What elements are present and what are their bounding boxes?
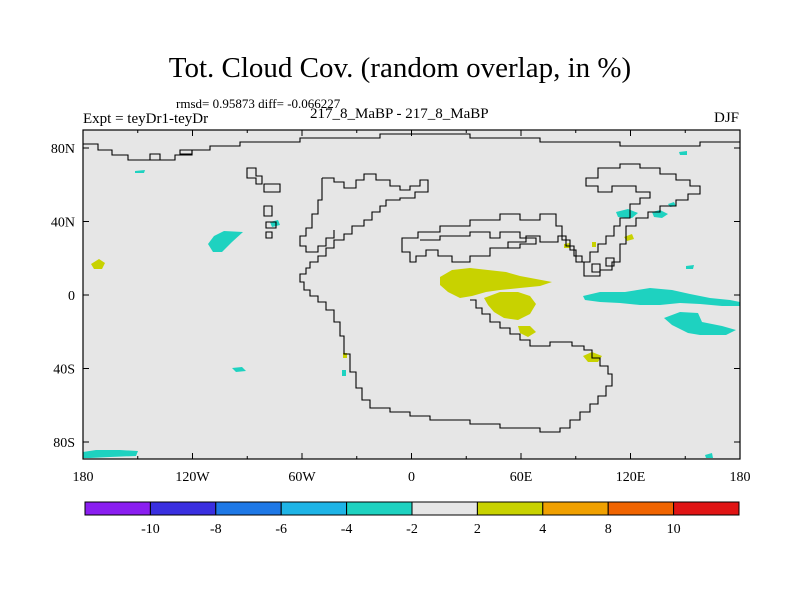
- rmsd-stats: rmsd= 0.95873 diff= -0.066227: [176, 96, 341, 111]
- anomaly-patch: [208, 231, 243, 252]
- period-label: 217_8_MaBP - 217_8_MaBP: [310, 106, 489, 122]
- anomaly-patch: [484, 292, 536, 320]
- coastline-islands-east: [591, 257, 615, 273]
- colorbar-label: -8: [210, 522, 222, 537]
- colorbar-swatch: [607, 501, 675, 516]
- anomaly-patch: [83, 450, 138, 458]
- colorbar: -10 -8 -6 -4 -2 2 4 8 10: [84, 501, 740, 537]
- coastlines: [83, 133, 740, 433]
- lat-tick-label: 0: [68, 289, 75, 304]
- experiment-label: Expt = teyDr1-teyDr: [83, 111, 209, 127]
- colorbar-swatch: [346, 501, 413, 516]
- colorbar-label: 4: [539, 522, 546, 537]
- anomaly-patch: [705, 453, 713, 458]
- colorbar-swatch: [84, 501, 151, 516]
- lat-tick-label: 40N: [51, 216, 75, 231]
- colorbar-label: 2: [474, 522, 481, 537]
- coastline-atlantic-islands: [246, 167, 281, 239]
- lon-tick-label: 120W: [175, 470, 210, 485]
- longitude-axis: 180 120W 60W 0 60E 120E 180: [73, 130, 751, 485]
- coastline-greenland: [299, 178, 335, 253]
- lat-tick-label: 40S: [53, 363, 75, 378]
- lon-tick-label: 120E: [616, 470, 646, 485]
- coastline-americas: [299, 173, 613, 433]
- colorbar-swatch: [673, 501, 740, 516]
- coastline-north-pacific: [149, 149, 193, 161]
- anomaly-patch: [664, 312, 736, 335]
- colorbar-label: 8: [605, 522, 612, 537]
- anomaly-patch: [91, 259, 105, 269]
- lon-tick-label: 180: [730, 470, 751, 485]
- colorbar-swatch: [280, 501, 348, 516]
- anomaly-patch: [583, 288, 740, 306]
- anomaly-patch: [440, 268, 552, 298]
- coastline-inner-sea: [420, 231, 537, 249]
- anomaly-patch: [679, 151, 687, 155]
- latitude-axis: 80N 40N 0 40S 80S: [51, 142, 740, 451]
- anomaly-patch: [342, 370, 346, 376]
- colorbar-swatch: [215, 501, 282, 516]
- lon-tick-label: 0: [408, 470, 415, 485]
- colorbar-swatch: [542, 501, 609, 516]
- anomaly-patch: [135, 170, 145, 173]
- lat-tick-label: 80N: [51, 142, 75, 157]
- colorbar-swatch: [411, 501, 478, 516]
- colorbar-label: -6: [275, 522, 287, 537]
- negative-anomaly-patches: [83, 151, 740, 458]
- figure-title: Tot. Cloud Cov. (random overlap, in %): [168, 52, 632, 84]
- colorbar-label: -2: [406, 522, 418, 537]
- colorbar-swatch: [149, 501, 217, 516]
- anomaly-patch: [686, 265, 694, 269]
- colorbar-label: -10: [141, 522, 160, 537]
- season-label: DJF: [713, 110, 739, 126]
- anomaly-patch: [592, 242, 596, 247]
- coastline-central-landmass: [401, 163, 701, 277]
- colorbar-label: -4: [341, 522, 353, 537]
- anomaly-patch: [616, 209, 638, 218]
- lon-tick-label: 60E: [510, 470, 533, 485]
- lat-tick-label: 80S: [53, 436, 75, 451]
- lon-tick-label: 60W: [288, 470, 316, 485]
- colorbar-swatch: [476, 501, 544, 516]
- anomaly-patch: [232, 367, 246, 372]
- anomaly-patch: [518, 326, 536, 337]
- coastline-arctic: [83, 133, 740, 161]
- colorbar-label: 10: [667, 522, 681, 537]
- lon-tick-label: 180: [73, 470, 94, 485]
